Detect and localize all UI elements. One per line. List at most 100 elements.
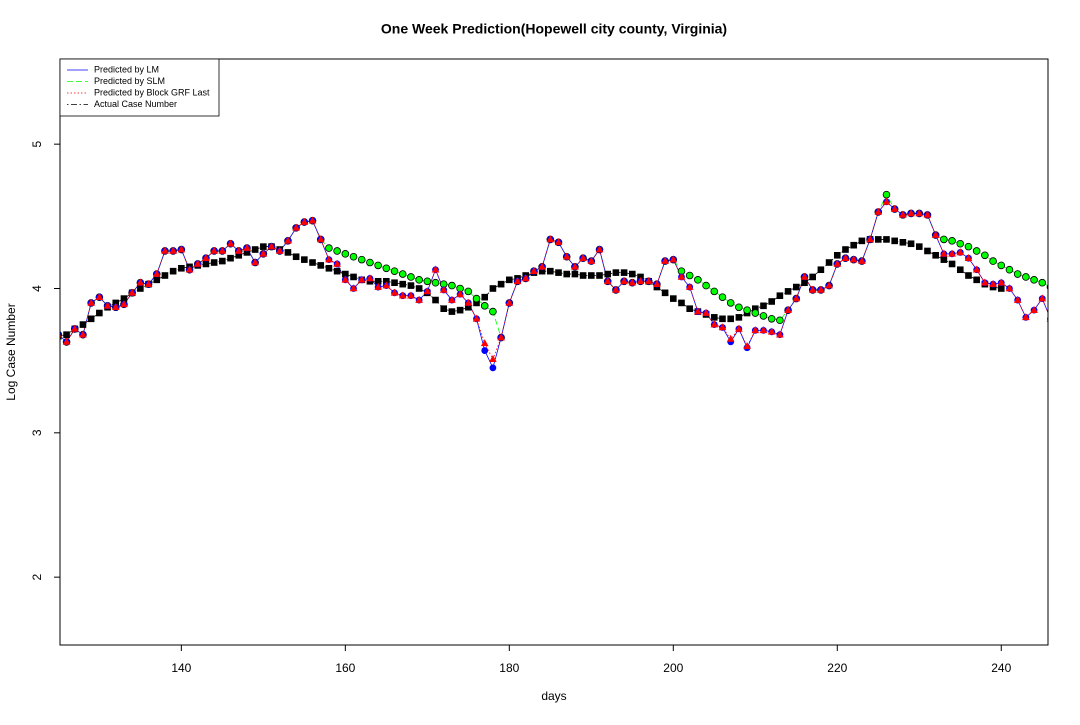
point xyxy=(366,258,374,267)
point xyxy=(251,258,259,266)
point xyxy=(784,305,792,313)
point xyxy=(997,261,1006,270)
point xyxy=(300,217,309,225)
point xyxy=(112,299,120,307)
point xyxy=(431,278,440,287)
point xyxy=(87,298,95,306)
point xyxy=(448,295,456,303)
point xyxy=(234,246,243,254)
point xyxy=(612,285,620,293)
point xyxy=(333,267,341,275)
point xyxy=(800,272,809,280)
point xyxy=(899,210,907,218)
point xyxy=(1005,265,1014,274)
point xyxy=(776,330,784,338)
point xyxy=(841,253,850,261)
point xyxy=(440,305,448,312)
point xyxy=(62,337,71,345)
point xyxy=(596,272,603,279)
point xyxy=(604,270,612,278)
point xyxy=(473,299,480,307)
point xyxy=(465,303,472,311)
point xyxy=(907,209,915,217)
point xyxy=(70,324,79,332)
point xyxy=(940,249,948,257)
point xyxy=(661,256,669,264)
point xyxy=(940,256,948,263)
point xyxy=(924,247,931,255)
point xyxy=(612,269,620,276)
point xyxy=(931,230,940,238)
point xyxy=(399,280,407,288)
point xyxy=(554,238,563,246)
point xyxy=(169,267,177,275)
y-tick-label: 3 xyxy=(30,429,44,436)
point xyxy=(932,251,939,259)
point xyxy=(849,255,858,263)
point xyxy=(1030,276,1038,284)
point xyxy=(530,266,538,274)
point xyxy=(218,246,227,254)
point xyxy=(743,306,751,314)
point xyxy=(825,259,833,266)
point xyxy=(87,315,95,323)
point xyxy=(751,309,760,317)
point xyxy=(185,265,194,273)
point xyxy=(472,294,481,303)
point xyxy=(506,276,513,284)
point xyxy=(120,295,128,302)
point xyxy=(595,245,604,253)
x-tick-label: 220 xyxy=(827,661,847,675)
point xyxy=(79,321,87,328)
point xyxy=(407,291,415,299)
point xyxy=(923,210,932,218)
point xyxy=(1022,313,1030,321)
point xyxy=(833,251,841,259)
point xyxy=(96,309,103,317)
point xyxy=(579,272,587,279)
point xyxy=(178,264,185,272)
point xyxy=(710,287,719,296)
point xyxy=(562,252,571,260)
point xyxy=(1013,270,1022,278)
point xyxy=(989,257,997,265)
point xyxy=(79,330,87,338)
point xyxy=(423,287,432,295)
point xyxy=(243,243,251,251)
point xyxy=(202,260,210,268)
plot-frame xyxy=(59,58,1049,646)
legend-label: Actual Case Number xyxy=(94,99,177,109)
point xyxy=(235,251,243,259)
point xyxy=(882,190,891,199)
point xyxy=(751,305,759,312)
point xyxy=(439,285,448,293)
point xyxy=(260,243,267,250)
point xyxy=(383,277,390,285)
point xyxy=(981,251,989,260)
point xyxy=(629,270,636,278)
point xyxy=(357,255,366,264)
point xyxy=(719,315,726,323)
x-axis-label: days xyxy=(541,689,566,703)
point xyxy=(964,242,973,251)
chart-title: One Week Prediction(Hopewell city county… xyxy=(381,21,727,37)
point xyxy=(809,273,816,281)
point xyxy=(702,308,710,316)
point xyxy=(464,287,473,296)
point xyxy=(694,276,702,284)
point xyxy=(948,237,956,245)
point xyxy=(308,216,317,224)
point xyxy=(325,264,333,272)
point xyxy=(128,288,136,296)
point xyxy=(686,305,693,312)
point xyxy=(628,278,637,286)
point xyxy=(374,261,382,270)
point xyxy=(431,265,440,273)
point xyxy=(669,295,677,302)
point xyxy=(350,273,357,281)
legend-label: Predicted by Block GRF Last xyxy=(94,87,210,97)
point xyxy=(1005,284,1014,292)
